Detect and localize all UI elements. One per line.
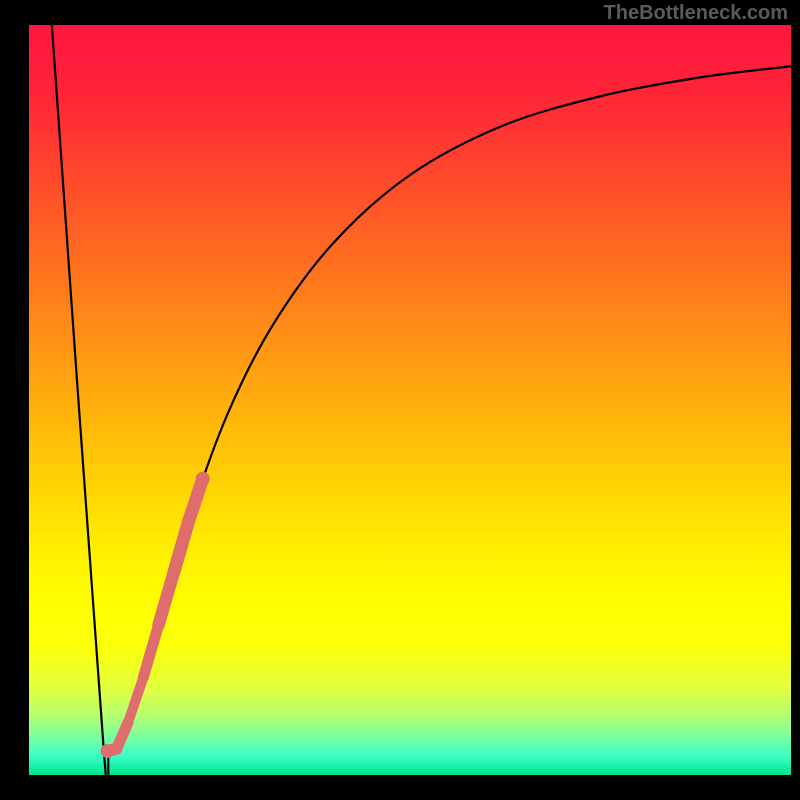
outer-frame: TheBottleneck.com xyxy=(0,0,800,800)
pink-highlight-segment xyxy=(29,25,791,775)
plot-area xyxy=(29,25,791,775)
attribution-text: TheBottleneck.com xyxy=(604,2,788,25)
